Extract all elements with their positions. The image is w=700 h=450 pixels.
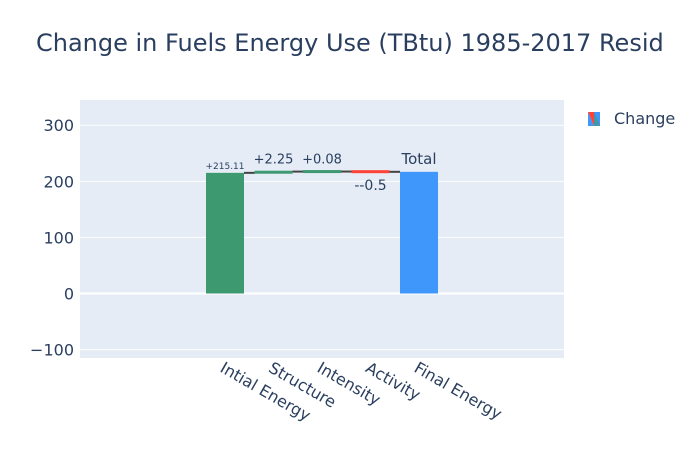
bar-value-label: Total bbox=[400, 150, 436, 168]
y-tick-label: 200 bbox=[43, 172, 74, 191]
bar-labels: +215.11 +2.25 +0.08 --0.5 Total bbox=[205, 150, 436, 194]
y-tick-label: −100 bbox=[30, 341, 74, 360]
bar-activity[interactable] bbox=[351, 170, 390, 174]
y-axis-ticks: −100 0 100 200 300 bbox=[30, 116, 74, 359]
bar-intensity[interactable] bbox=[303, 170, 341, 174]
bar-intial-energy[interactable] bbox=[206, 172, 244, 294]
bar-final-energy[interactable] bbox=[400, 171, 438, 294]
bar-value-label: +215.11 bbox=[205, 162, 244, 172]
y-tick-label: 0 bbox=[64, 285, 74, 304]
x-axis-ticks: Intial EnergyStructureIntensityActivityF… bbox=[217, 358, 505, 425]
legend-swatch-part bbox=[588, 112, 594, 126]
legend-swatch-part bbox=[594, 112, 600, 126]
legend-swatch-icon bbox=[588, 112, 600, 126]
bar-value-label: +2.25 bbox=[254, 153, 294, 168]
bar-value-label: --0.5 bbox=[354, 178, 386, 194]
legend-label: Change bbox=[614, 109, 675, 128]
x-tick-label: Final Energy bbox=[411, 358, 505, 423]
chart-title: Change in Fuels Energy Use (TBtu) 1985-2… bbox=[36, 29, 664, 57]
y-tick-label: 100 bbox=[43, 228, 74, 247]
grid-lines bbox=[80, 124, 564, 351]
bar-structure[interactable] bbox=[254, 170, 293, 174]
bars bbox=[206, 170, 438, 294]
connectors bbox=[244, 170, 400, 174]
y-tick-label: 300 bbox=[43, 116, 74, 135]
bar-value-label: +0.08 bbox=[302, 153, 342, 168]
legend[interactable]: Change bbox=[588, 109, 675, 128]
plot-area bbox=[80, 100, 564, 358]
